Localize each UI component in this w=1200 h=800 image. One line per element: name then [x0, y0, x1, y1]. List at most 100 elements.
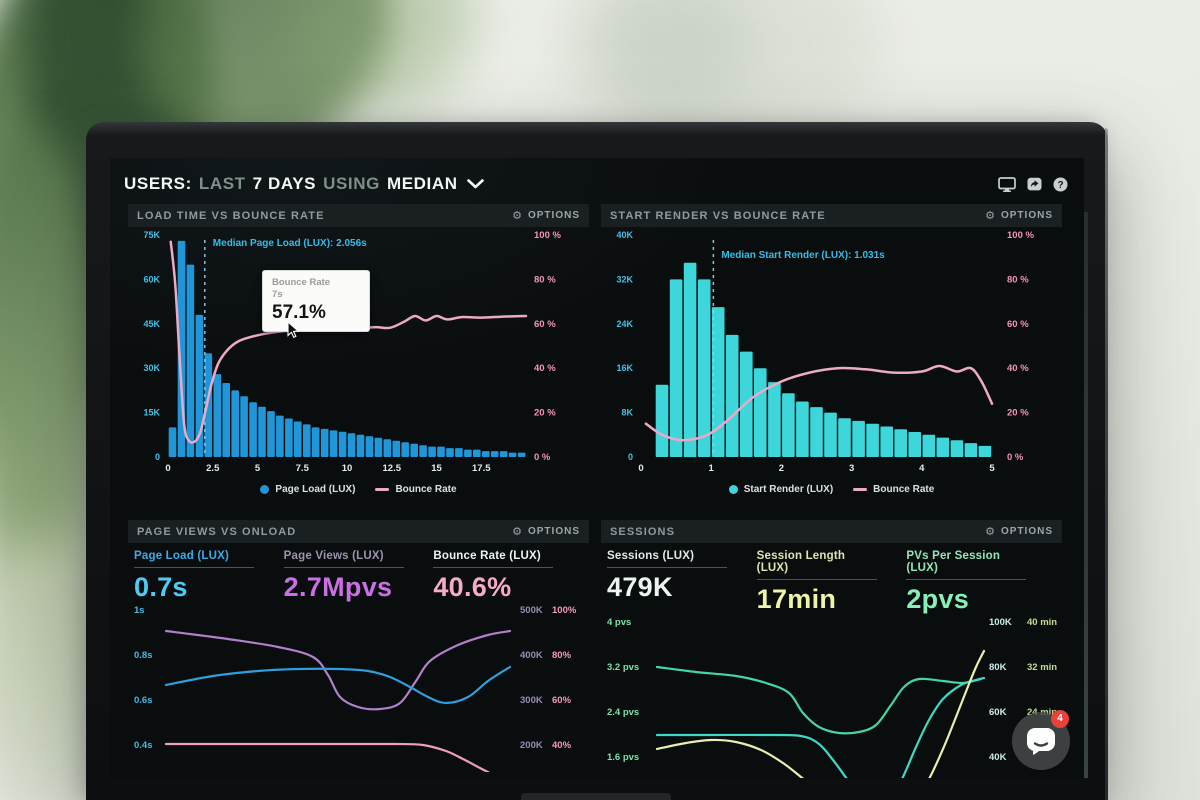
svg-text:17.5: 17.5	[472, 463, 491, 474]
panel-header: START RENDER VS BOUNCE RATE ⚙ OPTIONS	[601, 204, 1062, 227]
title-word: USERS:	[124, 174, 192, 193]
legend-dot-icon	[728, 485, 738, 494]
options-label: OPTIONS	[1000, 526, 1053, 537]
legend-line-icon	[853, 488, 868, 491]
options-button[interactable]: ⚙ OPTIONS	[512, 208, 580, 222]
svg-text:4 pvs: 4 pvs	[607, 617, 631, 628]
svg-text:0: 0	[638, 463, 643, 474]
svg-text:3: 3	[849, 463, 854, 474]
gear-icon: ⚙	[985, 208, 996, 222]
chat-launcher[interactable]: 4	[1012, 710, 1070, 770]
svg-text:32 min: 32 min	[1027, 662, 1057, 673]
svg-text:0.6s: 0.6s	[134, 695, 153, 706]
chevron-down-icon[interactable]	[466, 179, 484, 189]
svg-text:500K: 500K	[520, 605, 543, 616]
svg-text:300K: 300K	[520, 695, 543, 706]
metric-bounce-rate: Bounce Rate (LUX) 40.6%	[433, 550, 583, 603]
panel-start-render-vs-bounce-rate: START RENDER VS BOUNCE RATE ⚙ OPTIONS 40…	[601, 204, 1062, 507]
options-button[interactable]: ⚙ OPTIONS	[985, 208, 1053, 222]
tooltip-x-value: 7s	[272, 289, 283, 300]
header-icons: ?	[998, 176, 1068, 192]
svg-text:60 %: 60 %	[534, 319, 556, 330]
panel-page-views-vs-onload: PAGE VIEWS VS ONLOAD ⚙ OPTIONS Page Load…	[128, 520, 589, 772]
svg-text:0 %: 0 %	[534, 452, 551, 463]
legend-label: Bounce Rate	[873, 484, 935, 495]
cursor-icon	[287, 322, 300, 338]
chart-legend: Page Load (LUX) Bounce Rate	[128, 484, 589, 495]
title-word: USING	[323, 174, 380, 193]
gear-icon: ⚙	[985, 524, 996, 538]
display-icon[interactable]	[998, 176, 1016, 192]
svg-text:2.4 pvs: 2.4 pvs	[607, 707, 639, 718]
svg-text:20 %: 20 %	[1007, 408, 1029, 419]
svg-text:Median Page Load (LUX): 2.056s: Median Page Load (LUX): 2.056s	[213, 238, 367, 249]
svg-text:7.5: 7.5	[296, 463, 310, 474]
svg-text:80%: 80%	[552, 650, 572, 661]
svg-text:24K: 24K	[616, 319, 633, 329]
panel-header: SESSIONS ⚙ OPTIONS	[601, 520, 1062, 543]
title-word: 7 DAYS	[252, 174, 317, 193]
legend-item[interactable]: Bounce Rate	[853, 484, 934, 495]
svg-text:20 %: 20 %	[534, 408, 556, 419]
svg-text:Median Start Render (LUX): 1.0: Median Start Render (LUX): 1.031s	[721, 250, 885, 261]
svg-text:80 %: 80 %	[1007, 274, 1029, 285]
legend-dot-icon	[260, 485, 270, 494]
svg-text:200K: 200K	[520, 740, 543, 751]
svg-text:400K: 400K	[520, 650, 543, 661]
gear-icon: ⚙	[512, 524, 523, 538]
svg-text:0: 0	[155, 452, 160, 462]
panel-title: LOAD TIME VS BOUNCE RATE	[137, 209, 325, 222]
laptop: USERS: LAST 7 DAYS USING MEDIAN ?	[86, 122, 1108, 800]
svg-text:80 %: 80 %	[534, 274, 556, 285]
svg-text:1.6 pvs: 1.6 pvs	[607, 752, 639, 763]
page-title[interactable]: USERS: LAST 7 DAYS USING MEDIAN	[124, 174, 484, 194]
leaf-blur	[600, 0, 750, 110]
svg-text:8K: 8K	[621, 408, 633, 418]
svg-text:10: 10	[342, 463, 353, 474]
svg-text:0: 0	[165, 463, 170, 474]
sessions-chart[interactable]: 4 pvs 3.2 pvs 2.4 pvs 1.6 pvs 100K 40 min 80K 3…	[601, 617, 1062, 778]
metric-value: 2pvs	[906, 584, 970, 614]
dashboard-header: USERS: LAST 7 DAYS USING MEDIAN ?	[110, 158, 1084, 204]
options-button[interactable]: ⚙ OPTIONS	[985, 524, 1053, 538]
laptop-hinge	[521, 793, 671, 800]
svg-text:16K: 16K	[616, 363, 633, 373]
svg-text:100K: 100K	[989, 617, 1012, 628]
page-views-chart[interactable]: 1s 0.8s 0.6s 0.4s 500K 100% 400K 80% 300K 60% 200K…	[128, 605, 589, 772]
metric-sessions: Sessions (LUX) 479K	[607, 550, 757, 615]
svg-text:12.5: 12.5	[383, 463, 402, 474]
metric-label: Session Length (LUX)	[756, 550, 877, 580]
options-button[interactable]: ⚙ OPTIONS	[512, 524, 580, 538]
load-time-chart[interactable]: 75K 60K 45K 30K 15K 0 100 % 80 % 60 % 40 % 20 % 0 %…	[128, 230, 589, 482]
svg-text:60%: 60%	[552, 695, 572, 706]
svg-text:15K: 15K	[143, 408, 160, 418]
help-icon[interactable]: ?	[1053, 177, 1068, 192]
options-label: OPTIONS	[1000, 210, 1053, 221]
svg-text:3.2 pvs: 3.2 pvs	[607, 662, 639, 673]
svg-text:2: 2	[779, 463, 784, 474]
svg-text:0: 0	[628, 452, 633, 462]
panel-load-time-vs-bounce-rate: LOAD TIME VS BOUNCE RATE ⚙ OPTIONS 75K 60…	[128, 204, 589, 507]
svg-text:40K: 40K	[616, 230, 633, 240]
options-label: OPTIONS	[527, 210, 580, 221]
legend-label: Bounce Rate	[395, 484, 457, 495]
notification-badge: 4	[1051, 710, 1069, 728]
bezel-glare	[1083, 212, 1088, 778]
legend-item[interactable]: Page Load (LUX)	[260, 484, 355, 495]
start-render-chart[interactable]: 40K 32K 24K 16K 8K 0 100 % 80 % 60 % 40 % 20 % 0 % 0…	[601, 230, 1062, 482]
dashboard-screen: USERS: LAST 7 DAYS USING MEDIAN ?	[110, 158, 1084, 778]
svg-text:40%: 40%	[552, 740, 572, 751]
svg-text:15: 15	[431, 463, 442, 474]
metric-pvs-per-session: PVs Per Session (LUX) 2pvs	[906, 550, 1056, 615]
legend-label: Start Render (LUX)	[743, 484, 834, 495]
new-window-icon[interactable]	[1027, 177, 1042, 191]
svg-text:0.8s: 0.8s	[134, 650, 153, 661]
laptop-edge	[1105, 128, 1108, 800]
metric-label: Page Load (LUX)	[134, 550, 254, 568]
legend-item[interactable]: Bounce Rate	[375, 484, 457, 495]
svg-text:40 min: 40 min	[1027, 617, 1057, 628]
svg-text:2.5: 2.5	[206, 463, 220, 474]
legend-item[interactable]: Start Render (LUX)	[728, 484, 834, 495]
gear-icon: ⚙	[512, 208, 523, 222]
